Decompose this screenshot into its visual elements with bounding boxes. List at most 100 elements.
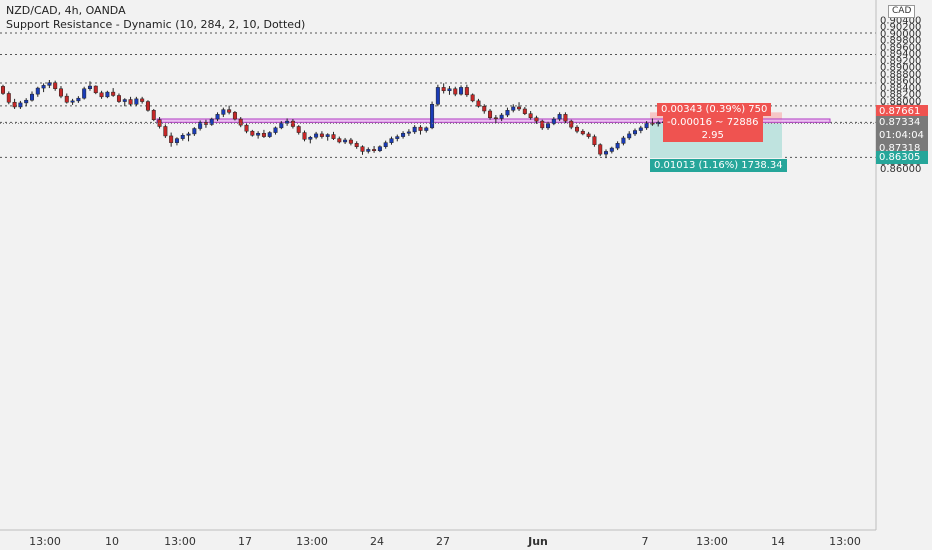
candle-body — [12, 101, 17, 108]
candle-body — [366, 149, 371, 152]
candles — [1, 79, 666, 159]
y-tick-label: 0.89600 — [880, 42, 921, 53]
x-tick-label: 13:00 — [164, 535, 196, 548]
candle-body — [551, 118, 556, 125]
x-tick-label: 13:00 — [29, 535, 61, 548]
candle-body — [145, 101, 150, 111]
candle-body — [180, 135, 185, 139]
candle-body — [325, 134, 330, 137]
candle-body — [238, 118, 243, 126]
candle-body — [273, 127, 278, 133]
candle-body — [517, 106, 522, 110]
candle-body — [395, 136, 400, 139]
candle-body — [174, 138, 179, 143]
candle-body — [41, 85, 46, 89]
candle-body — [82, 88, 87, 99]
candle-body — [401, 132, 406, 137]
candle-body — [105, 91, 110, 98]
candle-body — [464, 87, 469, 96]
candle-body — [476, 100, 481, 107]
y-tick-label: 0.90200 — [880, 22, 921, 33]
target-price-tag: 0.86305 — [876, 151, 928, 164]
candle-body — [18, 102, 23, 108]
candle-body — [99, 92, 104, 98]
indicator-title[interactable]: Support Resistance - Dynamic (10, 284, 2… — [6, 18, 306, 31]
candle-body — [435, 87, 440, 105]
y-tick-label: 0.86000 — [880, 164, 921, 175]
candle-body — [453, 88, 458, 95]
x-tick-label: 7 — [642, 535, 649, 548]
x-tick-label: 13:00 — [296, 535, 328, 548]
take-profit-label[interactable]: 0.01013 (1.16%) 1738.34 — [650, 159, 787, 172]
candle-body — [169, 135, 174, 143]
y-tick-label: 0.89800 — [880, 36, 921, 47]
candle-body — [256, 132, 261, 136]
candle-body — [569, 120, 574, 128]
x-tick-label: 13:00 — [829, 535, 861, 548]
candle-body — [644, 122, 649, 129]
candle-body — [70, 100, 75, 103]
candle-body — [151, 110, 156, 121]
candle-body — [488, 110, 493, 118]
candle-body — [302, 132, 307, 140]
candle-body — [30, 93, 34, 101]
candle-body — [563, 114, 568, 122]
candle-body — [540, 120, 545, 129]
candle-body — [389, 138, 394, 143]
candle-body — [331, 134, 336, 139]
candle-body — [598, 144, 603, 155]
y-tick-label: 0.89400 — [880, 49, 921, 60]
stop-loss-label[interactable]: 0.00343 (0.39%) 750 — [657, 103, 772, 117]
candle-body — [459, 87, 464, 95]
candle-body — [192, 128, 197, 135]
x-tick-label: 17 — [238, 535, 252, 548]
candle-body — [279, 122, 284, 129]
candle-body — [412, 126, 417, 133]
support-resistance-zone — [156, 118, 831, 123]
candle-body — [140, 98, 145, 102]
y-tick-label: 0.88400 — [880, 83, 921, 94]
current-price: 0.87334 — [879, 117, 921, 129]
candle-body — [35, 87, 40, 95]
candle-body — [633, 130, 637, 135]
candle-body — [430, 104, 435, 129]
stop-price-tag: 0.87661 — [876, 105, 928, 119]
candle-body — [227, 109, 232, 113]
candle-body — [87, 85, 92, 89]
risk-reward-ratio: 2.95 — [701, 130, 724, 142]
y-tick-label: 0.88600 — [880, 76, 921, 87]
candle-body — [372, 149, 377, 152]
candle-body — [424, 127, 429, 131]
candle-body — [499, 114, 504, 119]
candle-body — [6, 93, 11, 103]
candle-body — [186, 133, 191, 136]
candle-body — [58, 88, 63, 97]
bar-countdown: 01:04:04 — [879, 130, 924, 142]
x-tick-label: 14 — [771, 535, 785, 548]
candle-body — [621, 137, 626, 144]
candle-body — [343, 139, 348, 143]
candle-body — [232, 112, 237, 120]
candle-body — [314, 133, 319, 138]
entry-pnl-text: -0.00016 ~ 72886 — [667, 117, 759, 129]
y-tick-label: 0.89200 — [880, 56, 921, 67]
y-tick-label: 0.88000 — [880, 96, 921, 107]
y-tick-label: 0.88200 — [880, 90, 921, 101]
candle-body — [580, 130, 585, 135]
candle-body — [592, 136, 597, 145]
time-axis[interactable]: 13:00 10 13:00 17 13:00 24 27 Jun 7 13:00 14 13:00 — [29, 535, 861, 548]
candle-body — [609, 147, 614, 152]
candle-body — [76, 97, 81, 102]
candle-body — [47, 82, 52, 86]
x-tick-label: Jun — [527, 535, 548, 548]
candle-body — [505, 110, 510, 116]
candle-body — [627, 133, 632, 139]
candle-body — [511, 106, 516, 111]
symbol-title[interactable]: NZD/CAD, 4h, OANDA — [6, 4, 126, 17]
currency-badge[interactable]: CAD — [888, 5, 916, 18]
y-tick-label: 0.90400 — [880, 16, 921, 27]
entry-pnl-label[interactable]: -0.00016 ~ 72886 2.95 — [663, 116, 763, 143]
candle-body — [546, 123, 551, 129]
